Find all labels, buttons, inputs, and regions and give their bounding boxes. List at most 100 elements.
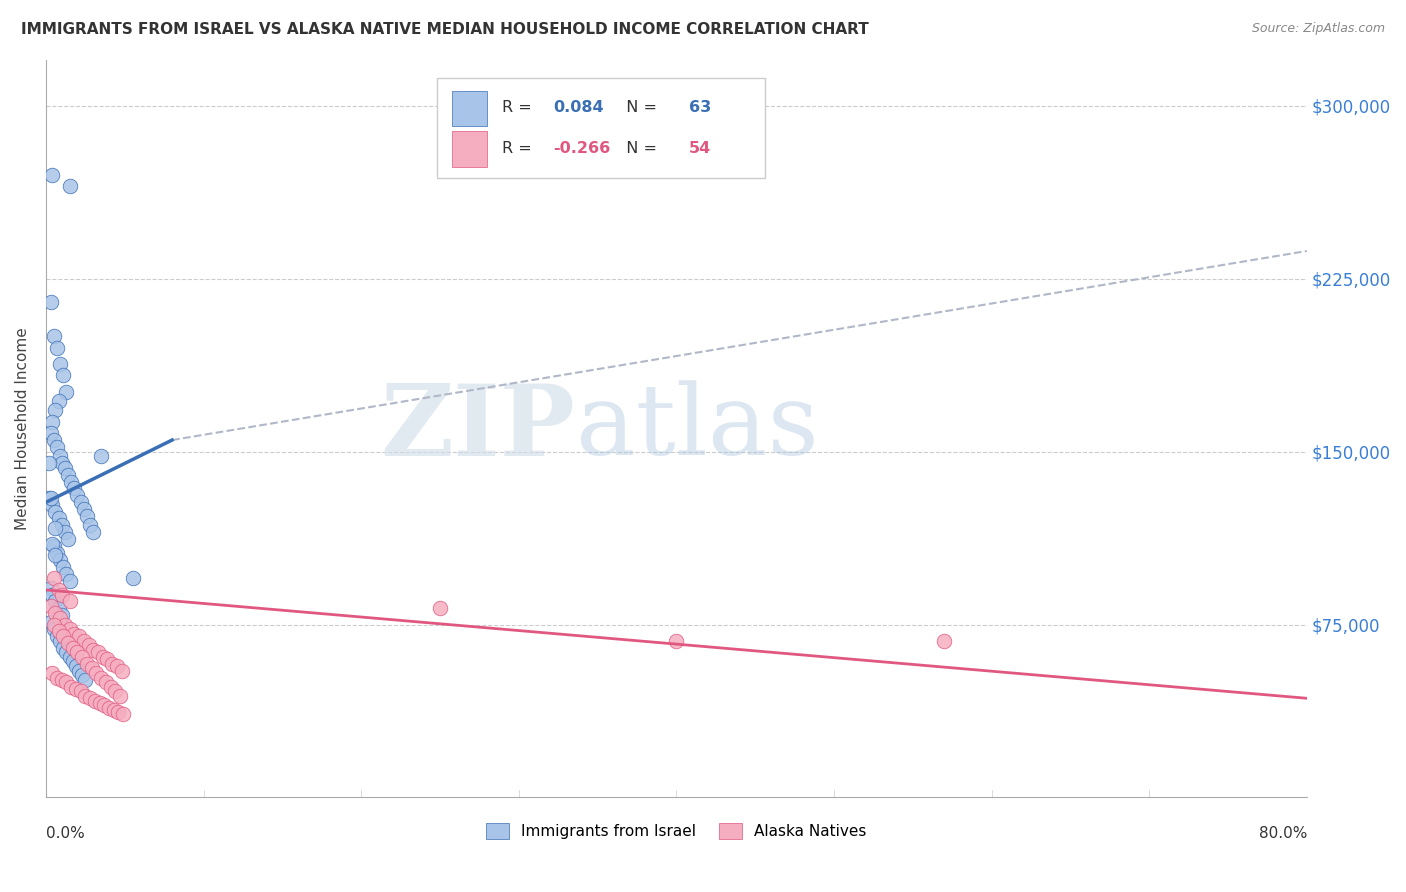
Point [59,622,82,636]
Text: IMMIGRANTS FROM ISRAEL VS ALASKA NATIVE MEDIAN HOUSEHOLD INCOME CORRELATION CHAR: IMMIGRANTS FROM ISRAEL VS ALASKA NATIVE … [21,22,869,37]
Point [51,456,73,470]
Point [429,601,451,615]
Text: ZIP: ZIP [381,380,575,477]
Point [60,475,83,489]
Point [52,640,75,655]
Point [38,456,60,470]
Point [62,654,84,668]
Point [121,571,143,585]
Point [100,680,122,694]
Point [44,606,66,620]
Point [91,649,114,664]
Point [53,617,76,632]
Point [52,368,75,383]
Point [89,696,111,710]
Point [41,498,63,512]
Point [63,482,86,496]
Point [70,668,93,682]
Point [65,682,87,697]
Point [93,698,115,713]
Point [51,608,73,623]
Point [76,509,98,524]
Point [70,649,93,664]
Point [80,661,103,675]
Point [49,357,72,371]
Point [108,689,131,703]
FancyBboxPatch shape [451,91,488,126]
Point [51,518,73,533]
Point [56,636,79,650]
Point [41,415,63,429]
Text: 0.0%: 0.0% [46,826,84,841]
Point [55,645,77,659]
Point [41,537,63,551]
Point [46,440,69,454]
Point [46,546,69,560]
Point [96,652,118,666]
Point [59,649,82,664]
Point [39,294,62,309]
Point [42,571,65,585]
Text: R =: R = [502,100,537,115]
Point [56,532,79,546]
Point [66,488,89,502]
Point [41,491,63,505]
Point [86,665,108,680]
Text: R =: R = [502,141,537,155]
Point [112,707,135,722]
Point [46,341,69,355]
Point [41,665,63,680]
Point [111,664,134,678]
Point [51,588,73,602]
Point [53,460,76,475]
Point [39,615,62,630]
Point [73,633,96,648]
Point [98,700,121,714]
Point [665,633,688,648]
Text: N =: N = [616,100,662,115]
Point [44,549,66,563]
Text: 54: 54 [689,141,711,155]
Point [52,560,75,574]
Text: N =: N = [616,141,662,155]
Point [41,168,63,182]
Point [42,622,65,636]
Point [42,329,65,343]
Point [79,691,101,706]
Point [46,671,69,685]
Point [42,617,65,632]
Point [44,594,66,608]
Point [101,657,124,671]
Point [48,582,70,597]
Point [55,566,77,581]
Point [60,680,83,694]
Point [55,384,77,399]
Point [103,703,125,717]
Point [934,633,956,648]
Point [53,525,76,540]
Point [42,539,65,553]
FancyBboxPatch shape [451,131,488,167]
Point [55,675,77,690]
Point [41,588,63,602]
Point [63,626,86,640]
Point [46,629,69,643]
Point [65,659,87,673]
Point [49,610,72,624]
Point [44,521,66,535]
Point [38,491,60,505]
Point [49,553,72,567]
Point [48,393,70,408]
Point [79,518,101,533]
Point [67,629,90,643]
Point [69,684,91,698]
Point [69,495,91,509]
Point [48,624,70,639]
Point [83,693,105,707]
Text: 63: 63 [689,100,711,115]
Point [52,629,75,643]
Text: 80.0%: 80.0% [1258,826,1308,841]
Point [104,684,127,698]
Point [49,449,72,463]
Point [56,467,79,482]
